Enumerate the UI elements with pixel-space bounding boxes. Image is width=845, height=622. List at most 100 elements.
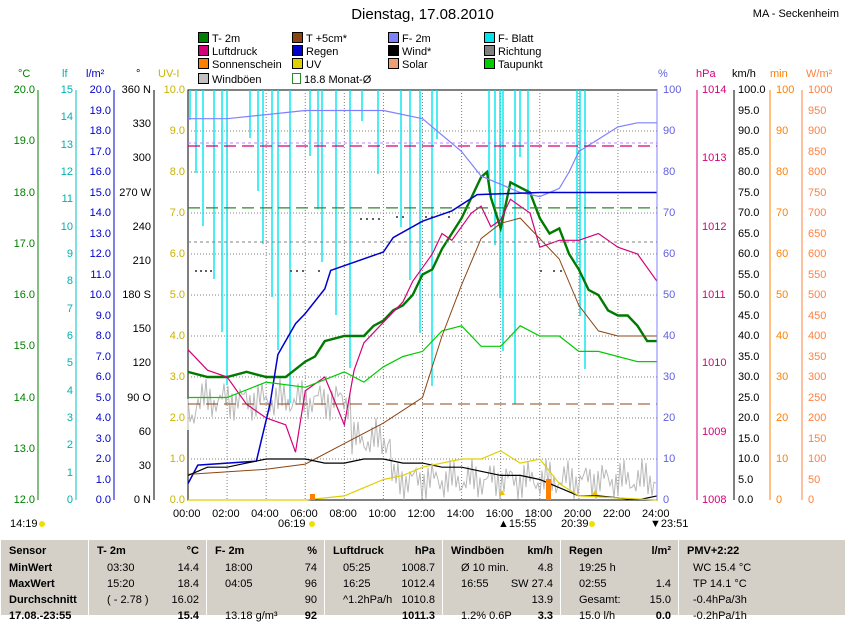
legend-item: T +5cm* <box>292 32 347 45</box>
axis-tick: 20.0 <box>738 412 760 424</box>
axis-tick: 500 <box>808 289 827 301</box>
legend-label: F- Blatt <box>498 33 534 45</box>
axis-tick: 240 <box>132 220 151 233</box>
sun-icon <box>589 521 595 527</box>
stats-value: 90 <box>304 594 317 606</box>
axis-tick: 270 W <box>119 186 151 199</box>
axis-tick: 0 <box>66 494 73 506</box>
axis-tick: 6 <box>66 330 73 342</box>
axis-tick: 950 <box>808 104 827 117</box>
legend-item: 18.8 Monat-Ø <box>292 73 371 86</box>
stats-value: 16.02 <box>171 594 199 606</box>
legend-swatch <box>388 45 399 56</box>
stats-value: 15.4 <box>177 610 199 622</box>
arrow-up-icon <box>592 490 598 495</box>
axis-unit: W/m² <box>806 68 833 80</box>
stats-column-4: Luftdruck hPa 05:25 1008.7 16:25 1012.4 ^1.2hP… <box>324 540 443 622</box>
axis-tick: 210 <box>132 254 151 267</box>
axis-tick: 55.0 <box>738 268 760 281</box>
axis-tick: 10 <box>60 220 73 233</box>
axis-tick: 20.0 <box>13 84 35 96</box>
stats-time: 1.2% 0.6P <box>461 610 512 622</box>
axis-tick: 80 <box>776 166 789 178</box>
axis-tick: 5.0 <box>738 473 754 486</box>
axis-tick: 12 <box>60 166 73 178</box>
stats-time: 15.0 l/h <box>579 610 616 622</box>
stats-value: 4.8 <box>537 562 553 574</box>
axis-tick: 18.0 <box>13 186 35 199</box>
axis-tick: 350 <box>808 350 827 363</box>
stats-time: 04:05 <box>225 578 253 590</box>
axis-tick: 6.0 <box>169 248 185 260</box>
axis-tick: 15.0 <box>89 186 111 199</box>
axis-unit: °C <box>18 68 31 80</box>
axis-tick: 10.0 <box>163 84 185 96</box>
stats-value: -0.4hPa/3h <box>693 594 747 606</box>
axis-tick: 8.0 <box>169 166 185 178</box>
legend-item: Solar <box>388 58 428 71</box>
series-f-2m <box>188 109 657 198</box>
axis-tick: 14.0 <box>13 391 35 404</box>
axis-tick: 50 <box>663 289 676 301</box>
axis-tick: 4.0 <box>169 330 185 342</box>
axis-tick: 60.0 <box>738 248 760 260</box>
axis-tick: 1014 <box>702 84 727 96</box>
stats-value: 92 <box>304 610 317 622</box>
axis-tick: 11 <box>61 193 73 206</box>
max-time-marker: ▲15:55 <box>498 518 537 530</box>
axis-tick: 7.0 <box>169 207 185 219</box>
x-tick-label: 12:00 <box>407 508 436 520</box>
stats-value: 13.9 <box>531 594 553 606</box>
axis-tick: 50 <box>776 289 789 301</box>
legend-item: UV <box>292 58 321 71</box>
series-taupunkt <box>188 325 657 399</box>
axis-tick: 14 <box>60 111 73 124</box>
axis-tick: 15 <box>60 84 73 96</box>
axis-tick: 10 <box>776 453 789 465</box>
legend-swatch <box>484 45 495 56</box>
sunrise-time: 06:19 <box>278 518 306 530</box>
x-tick-label: 08:00 <box>329 508 357 520</box>
stats-row-label: MinWert <box>9 562 53 574</box>
axis-unit: l/m² <box>86 68 105 80</box>
axis-tick: 15.0 <box>13 340 35 353</box>
stats-value: 1011.3 <box>401 610 435 622</box>
axis-tick: 100 <box>808 453 827 465</box>
stats-time: 15:20 <box>107 578 135 590</box>
legend-label: 18.8 Monat-Ø <box>304 74 372 86</box>
legend-swatch <box>198 45 209 56</box>
axis-tick: 17.0 <box>89 145 111 158</box>
axis-tick: 19.0 <box>89 104 111 117</box>
sunset-time: 20:39 <box>561 518 589 530</box>
axis-tick: 85.0 <box>738 145 760 158</box>
axis-tick: 5.0 <box>169 289 185 301</box>
stats-time: 02:55 <box>579 578 607 590</box>
series-uv <box>188 450 658 501</box>
axis-tick: 65.0 <box>738 227 760 240</box>
axis-tick: 550 <box>808 268 827 281</box>
stats-unit: hPa <box>414 545 435 557</box>
axis-tick: 200 <box>808 412 827 424</box>
axis-unit: UV-I <box>158 68 180 80</box>
axis-tick: 650 <box>808 227 827 240</box>
axis-tick: 4 <box>66 384 73 397</box>
axis-tick: 0.0 <box>169 494 185 506</box>
stats-value: -0.2hPa/1h <box>693 610 747 622</box>
legend-label: T- 2m <box>212 33 241 45</box>
legend-item: Richtung <box>484 45 541 58</box>
stats-time: Gesamt: <box>579 594 621 606</box>
axis-tick: 90.0 <box>738 125 760 137</box>
axis-tick: 250 <box>808 391 827 404</box>
axis-tick: 800 <box>808 166 827 178</box>
stats-value: 74 <box>304 562 317 574</box>
axis-tick: 900 <box>808 125 827 137</box>
axis-tick: 10 <box>663 453 676 465</box>
stats-value: WC 15.4 °C <box>693 562 752 574</box>
axis-tick: 3.0 <box>169 371 185 383</box>
wind-direction-dots <box>195 216 562 272</box>
moon-icon <box>39 521 45 527</box>
stats-value: 15.0 <box>649 594 671 606</box>
legend-swatch <box>388 58 399 69</box>
legend-item: T- 2m <box>198 32 240 45</box>
axis-tick: 16.0 <box>89 166 111 178</box>
